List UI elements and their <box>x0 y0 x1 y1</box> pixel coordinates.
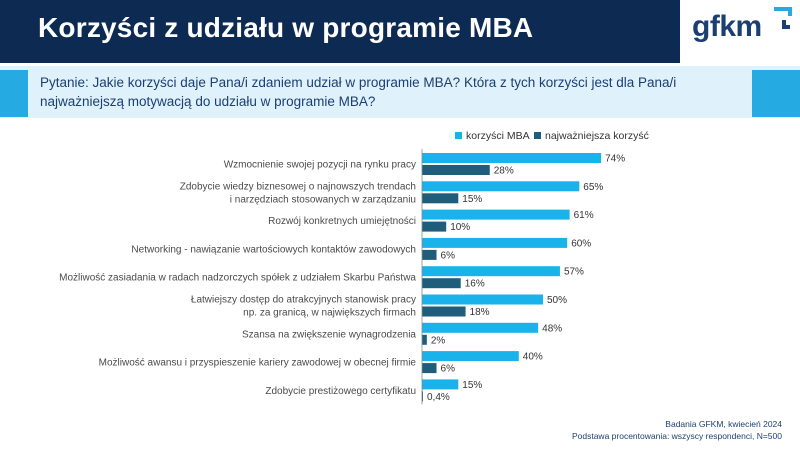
bar-korzysci-mba <box>422 351 519 362</box>
category-label: Wzmocnienie swojej pozycji na rynku prac… <box>224 160 416 171</box>
category-label: Networking - nawiązanie wartościowych ko… <box>131 244 416 255</box>
legend-label-series-1: korzyści MBA <box>466 130 530 142</box>
footer-base: Podstawa procentowania: wszyscy responde… <box>571 431 782 441</box>
bar-korzysci-mba <box>422 322 539 333</box>
bar-najwazniejsza-korzysc <box>422 193 459 204</box>
bar-najwazniejsza-korzysc <box>422 165 490 175</box>
logo-text: gfkm <box>692 10 762 43</box>
data-label: 60% <box>571 238 591 249</box>
legend-item-series-2: najważniejsza korzyść <box>534 130 649 142</box>
footer-note: Badania GFKM, kwiecień 2024 Podstawa pro… <box>572 418 782 442</box>
category-label: Możliwość awansu i przyspieszenie karier… <box>99 358 417 369</box>
data-label: 2% <box>431 335 446 346</box>
bar-najwazniejsza-korzysc <box>422 221 447 232</box>
data-label: 50% <box>547 295 567 306</box>
category-label: i narzędziach stosowanych w zarządzaniu <box>230 194 416 205</box>
bar-korzysci-mba <box>422 209 570 220</box>
footer-source: Badania GFKM, kwiecień 2024 <box>665 419 782 429</box>
bar-najwazniejsza-korzysc <box>422 278 461 289</box>
data-label: 6% <box>441 364 456 375</box>
category-label: Łatwiejszy dostęp do atrakcyjnych stanow… <box>191 295 416 306</box>
category-label: Możliwość zasiadania w radach nadzorczyc… <box>59 273 416 284</box>
logo-mark-icon <box>774 7 792 29</box>
data-label: 74% <box>605 154 625 165</box>
category-label: Zdobycie prestiżowego certyfikatu <box>265 386 416 397</box>
data-label: 61% <box>574 210 594 221</box>
data-label: 0,4% <box>427 392 450 403</box>
bar-najwazniejsza-korzysc <box>422 334 427 345</box>
question-line-1: Pytanie: Jakie korzyści daje Pana/i zdan… <box>40 75 677 90</box>
legend-label-series-2: najważniejsza korzyść <box>545 130 649 142</box>
legend-swatch-series-2 <box>534 132 541 139</box>
bar-korzysci-mba <box>422 153 602 163</box>
bar-najwazniejsza-korzysc <box>422 306 466 317</box>
data-label: 18% <box>470 307 490 318</box>
bar-najwazniejsza-korzysc <box>422 363 437 374</box>
bar-najwazniejsza-korzysc <box>422 391 423 402</box>
category-label: Szansa na zwiększenie wynagrodzenia <box>242 329 416 340</box>
bar-korzysci-mba <box>422 379 459 390</box>
page-title: Korzyści z udziału w programie MBA <box>38 12 534 43</box>
data-label: 57% <box>564 267 584 278</box>
data-label: 15% <box>462 194 482 205</box>
gfkm-logo: gfkm <box>680 0 800 63</box>
header-bar: Korzyści z udziału w programie MBA <box>0 0 680 63</box>
question-right-stripe <box>752 70 800 117</box>
category-label: Rozwój konkretnych umiejętności <box>268 216 416 227</box>
bar-korzysci-mba <box>422 181 580 192</box>
category-label: np. za granicą, w największych firmach <box>243 308 416 319</box>
data-label: 28% <box>494 166 514 177</box>
data-label: 40% <box>523 352 543 363</box>
data-label: 16% <box>465 279 485 290</box>
question-band <box>0 66 800 118</box>
data-label: 65% <box>583 182 603 193</box>
question-line-2: najważniejszą motywacją do udziału w pro… <box>40 94 376 109</box>
question-left-stripe <box>0 70 28 117</box>
bar-korzysci-mba <box>422 294 543 305</box>
bar-korzysci-mba <box>422 266 560 277</box>
bar-korzysci-mba <box>422 237 568 248</box>
survey-question: Pytanie: Jakie korzyści daje Pana/i zdan… <box>40 73 740 111</box>
data-label: 48% <box>542 323 562 334</box>
data-label: 10% <box>450 222 470 233</box>
legend-item-series-1: korzyści MBA <box>455 130 530 142</box>
category-label: Zdobycie wiedzy biznesowej o najnowszych… <box>180 181 416 192</box>
data-label: 15% <box>462 380 482 391</box>
bar-najwazniejsza-korzysc <box>422 249 437 260</box>
legend-swatch-series-1 <box>455 132 462 139</box>
data-label: 6% <box>441 250 456 261</box>
